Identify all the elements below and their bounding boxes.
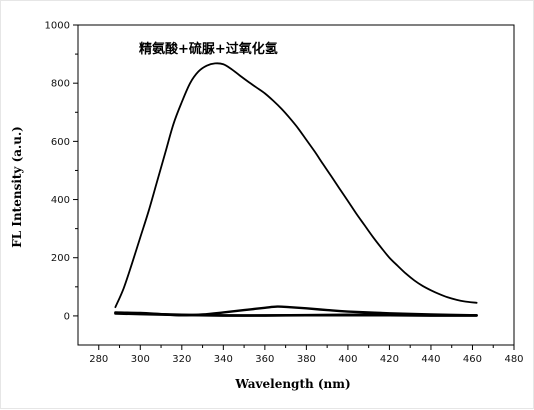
series-layer — [114, 62, 478, 317]
x-axis-ticks: 280 300 320 340 360 380 400 420 440 460 480 — [89, 345, 524, 365]
y-axis-title: FL Intensity (a.u.) — [10, 126, 24, 248]
y-tick-label-600: 600 — [51, 137, 70, 148]
x-tick-label-380: 380 — [297, 354, 316, 365]
x-tick-label-480: 480 — [504, 354, 523, 365]
x-tick-label-460: 460 — [463, 354, 482, 365]
series-line-1 — [114, 62, 478, 309]
x-tick-label-340: 340 — [214, 354, 233, 365]
y-tick-label-800: 800 — [51, 79, 70, 90]
y-tick-label-400: 400 — [51, 195, 70, 206]
y-tick-label-1000: 1000 — [45, 21, 70, 32]
plot-frame — [77, 24, 515, 346]
series-line-4 — [114, 312, 478, 317]
x-tick-label-280: 280 — [89, 354, 108, 365]
x-tick-label-400: 400 — [338, 354, 357, 365]
y-tick-label-0: 0 — [64, 311, 70, 322]
x-tick-label-420: 420 — [380, 354, 399, 365]
series-annotation: 精氨酸+硫脲+过氧化氢 — [139, 41, 278, 57]
x-tick-label-320: 320 — [172, 354, 191, 365]
x-tick-label-300: 300 — [131, 354, 150, 365]
x-tick-label-440: 440 — [421, 354, 440, 365]
x-tick-label-360: 360 — [255, 354, 274, 365]
y-axis-ticks: 0 200 400 600 800 1000 — [45, 21, 78, 322]
y-tick-label-200: 200 — [51, 253, 70, 264]
x-axis-title: Wavelength (nm) — [234, 377, 350, 391]
